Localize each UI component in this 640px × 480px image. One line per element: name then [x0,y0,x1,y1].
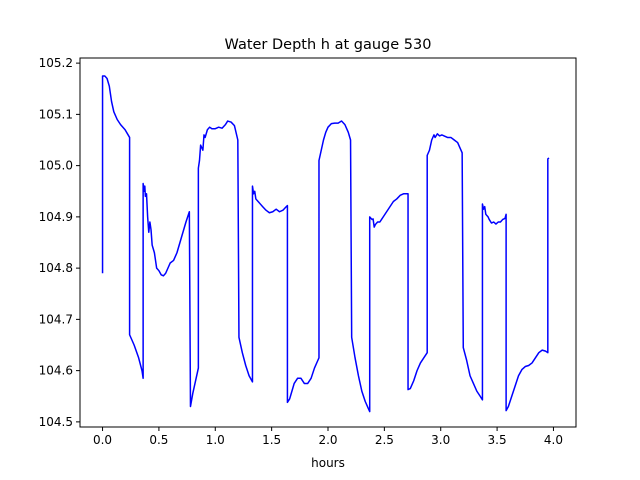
x-tick-label: 2.5 [375,433,394,447]
y-tick-label: 104.8 [39,261,73,275]
y-tick-label: 105.1 [39,107,73,121]
series-line-0 [101,75,550,413]
x-tick-label: 3.0 [431,433,450,447]
x-tick-label: 0.0 [93,433,112,447]
y-tick-label: 104.7 [39,312,73,326]
y-tick-label: 104.9 [39,210,73,224]
x-axis: 0.0 0.5 1.0 1.5 2.0 2.5 3.0 3.5 4.0 [93,427,563,447]
plot-area [101,75,550,413]
y-tick-label: 104.5 [39,415,73,429]
x-tick-label: 1.0 [206,433,225,447]
x-tick-label: 1.5 [262,433,281,447]
x-tick-label: 3.5 [488,433,507,447]
chart-title: Water Depth h at gauge 530 [225,37,432,53]
y-axis: 104.5 104.6 104.7 104.8 104.9 105.0 105.1 105.2 [39,56,80,429]
x-axis-label: hours [311,456,345,470]
y-tick-label: 105.2 [39,56,73,70]
x-tick-label: 4.0 [544,433,563,447]
x-tick-label: 0.5 [149,433,168,447]
y-tick-label: 104.6 [39,364,73,378]
x-tick-label: 2.0 [318,433,337,447]
y-tick-label: 105.0 [39,159,73,173]
